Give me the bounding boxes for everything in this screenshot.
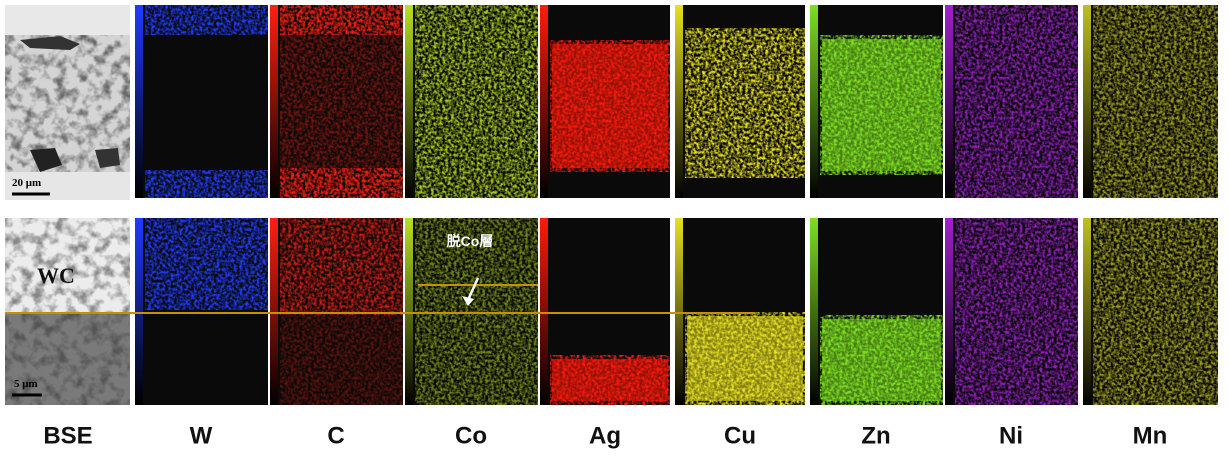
element-signal [145,170,268,198]
element-signal [280,218,403,315]
column-label: Ni [999,422,1023,449]
element-signal [822,39,941,171]
element-signal [1093,218,1218,405]
color-scale [135,218,143,405]
map-background [135,5,268,198]
column-label: Mn [1133,422,1168,449]
column-label: Co [455,422,487,449]
column-label: BSE [43,422,92,449]
element-signal [415,5,538,198]
phase-label: WC [37,263,75,288]
element-signal [280,5,403,198]
element-signal [552,359,668,401]
scale-bar-label: 5 μm [14,378,38,390]
element-signal [1093,5,1218,198]
color-scale [405,5,413,198]
element-signal [955,218,1078,405]
element-signal [955,5,1078,198]
column-label: Zn [861,422,890,449]
element-signal [415,218,538,405]
color-scale [135,5,143,198]
color-scale [810,5,818,198]
color-scale [405,218,413,405]
bse-top: 20 μm [5,5,130,200]
element-signal [685,28,805,178]
color-scale [675,5,683,198]
element-signal [145,218,268,310]
element-signal [822,319,941,401]
bse-bottom: WC 5 μm [5,218,130,405]
color-scale [270,218,278,405]
element-signal [280,168,403,198]
element-signal [145,5,268,35]
column-label: Ag [589,422,621,449]
color-scale [270,5,278,198]
scale-bar-label: 20 μm [12,177,41,189]
color-scale [810,218,818,405]
color-scale [540,5,548,198]
column-label: C [327,422,344,449]
labels: BSE W C Co Ag Cu Zn Ni Mn [43,422,1167,449]
column-label: W [190,422,213,449]
arrow [466,277,480,301]
arrow-head [462,296,474,306]
color-scale [1083,5,1091,198]
element-signal [280,5,403,35]
element-signal [687,316,803,401]
panels [135,5,1218,405]
color-scale [945,218,953,405]
color-scale [675,218,683,405]
color-scale [1083,218,1091,405]
color-scale [540,218,548,405]
element-signal [552,44,668,168]
column-label: Cu [724,422,756,449]
layer-label: 脱Co層 [447,233,494,249]
color-scale [945,5,953,198]
element-signal [280,315,403,405]
